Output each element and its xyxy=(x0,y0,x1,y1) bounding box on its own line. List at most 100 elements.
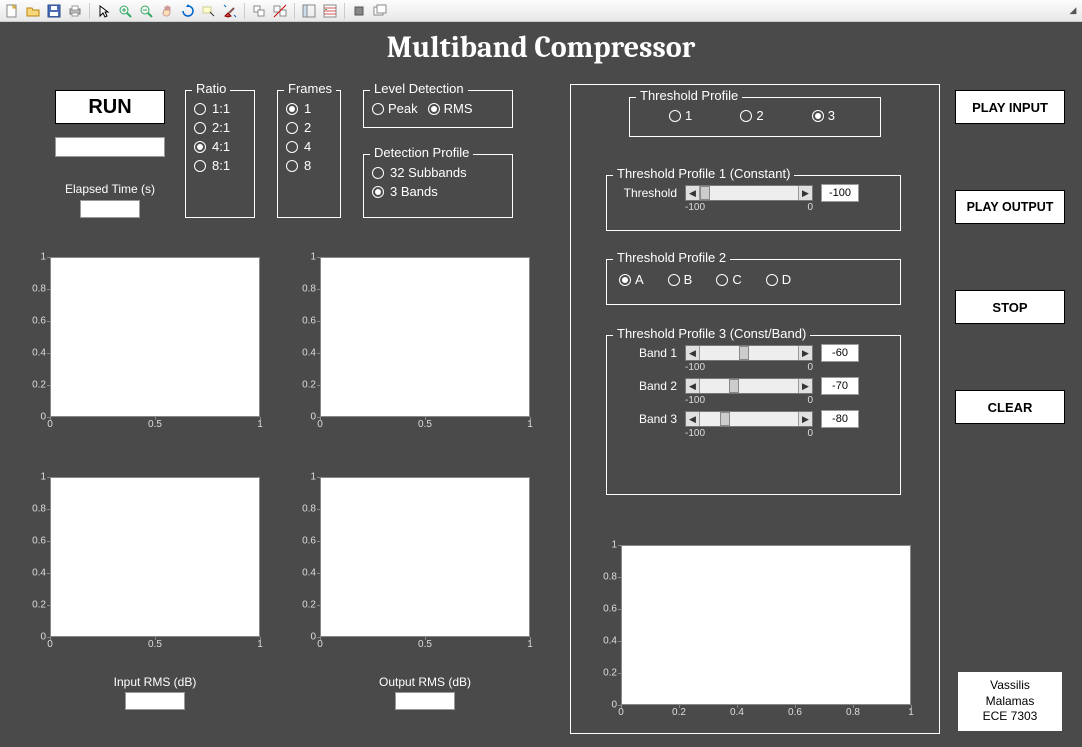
xtick-label: 0.4 xyxy=(730,707,744,718)
tp1-threshold-value[interactable]: -100 xyxy=(821,184,859,202)
ytick-label: 0 xyxy=(40,412,46,423)
chart-4: 00.20.40.60.8100.51 xyxy=(320,477,530,637)
threshold-profile-select-radio-3[interactable] xyxy=(812,110,824,122)
level-detection-radio-label: Peak xyxy=(388,101,418,116)
plot-area xyxy=(50,477,260,637)
toolbar-separator xyxy=(294,3,295,19)
zoom-in-icon[interactable] xyxy=(115,2,135,20)
brush-icon[interactable] xyxy=(220,2,240,20)
ytick-label: 0.6 xyxy=(302,316,316,327)
clear-button[interactable]: CLEAR xyxy=(955,390,1065,424)
layout-icon[interactable] xyxy=(320,2,340,20)
level-detection-legend: Level Detection xyxy=(370,81,468,96)
dock-icon[interactable] xyxy=(299,2,319,20)
threshold-profile-1-group: Threshold Profile 1 (Constant) Threshold… xyxy=(606,175,901,231)
ratio-radio-label: 4:1 xyxy=(212,139,230,154)
tp3-band2-slider[interactable]: ◀▶ xyxy=(685,378,813,394)
frames-radio-8[interactable] xyxy=(286,160,298,172)
ratio-radio-11[interactable] xyxy=(194,103,206,115)
play-output-button[interactable]: PLAY OUTPUT xyxy=(955,190,1065,224)
page-title: Multiband Compressor xyxy=(0,30,1082,65)
new-file-icon[interactable] xyxy=(2,2,22,20)
tp3-band2-decrement[interactable]: ◀ xyxy=(686,379,700,393)
play-input-button[interactable]: PLAY INPUT xyxy=(955,90,1065,124)
toolbar-overflow-icon[interactable]: ◢ xyxy=(1066,4,1080,18)
chart-right: 00.20.40.60.8100.20.40.60.81 xyxy=(621,545,911,705)
ytick-label: 0.4 xyxy=(32,568,46,579)
tp2-radio-c[interactable] xyxy=(716,274,728,286)
link-icon[interactable] xyxy=(249,2,269,20)
threshold-profile-select-radio-label: 3 xyxy=(828,108,835,123)
tp1-legend: Threshold Profile 1 (Constant) xyxy=(613,166,794,181)
tp3-band2-value[interactable]: -70 xyxy=(821,377,859,395)
level-detection-radio-label: RMS xyxy=(444,101,473,116)
level-detection-group: Level Detection PeakRMS xyxy=(363,90,513,128)
ytick-label: 1 xyxy=(40,252,46,263)
xtick-label: 1 xyxy=(257,639,263,650)
run-button[interactable]: RUN xyxy=(55,90,165,124)
toolbar: ◢ xyxy=(0,0,1082,22)
tp3-band2-increment[interactable]: ▶ xyxy=(798,379,812,393)
tp2-legend: Threshold Profile 2 xyxy=(613,250,730,265)
ratio-radio-label: 2:1 xyxy=(212,120,230,135)
ytick-label: 0.8 xyxy=(302,504,316,515)
stop-button[interactable]: STOP xyxy=(955,290,1065,324)
print-icon[interactable] xyxy=(65,2,85,20)
ytick-label: 0 xyxy=(310,632,316,643)
tp1-threshold-decrement[interactable]: ◀ xyxy=(686,186,700,200)
xtick-label: 0.5 xyxy=(418,419,432,430)
frames-radio-2[interactable] xyxy=(286,122,298,134)
ratio-radio-81[interactable] xyxy=(194,160,206,172)
frames-radio-label: 8 xyxy=(304,158,311,173)
tp3-band3-value[interactable]: -80 xyxy=(821,410,859,428)
tp1-threshold-increment[interactable]: ▶ xyxy=(798,186,812,200)
frames-radio-label: 2 xyxy=(304,120,311,135)
tp3-band1-slider[interactable]: ◀▶ xyxy=(685,345,813,361)
frames-radio-label: 4 xyxy=(304,139,311,154)
tp3-band3-decrement[interactable]: ◀ xyxy=(686,412,700,426)
threshold-profile-select-radio-2[interactable] xyxy=(740,110,752,122)
window-stack-icon[interactable] xyxy=(370,2,390,20)
tp3-band1-increment[interactable]: ▶ xyxy=(798,346,812,360)
ratio-radio-label: 8:1 xyxy=(212,158,230,173)
frames-radio-1[interactable] xyxy=(286,103,298,115)
tp3-band1-thumb[interactable] xyxy=(739,346,749,360)
level-detection-radio-peak[interactable] xyxy=(372,103,384,115)
tp1-threshold-thumb[interactable] xyxy=(700,186,710,200)
ytick-label: 0.4 xyxy=(302,568,316,579)
open-icon[interactable] xyxy=(23,2,43,20)
ytick-label: 0.6 xyxy=(32,316,46,327)
data-cursor-icon[interactable] xyxy=(199,2,219,20)
input-rms-value xyxy=(125,692,185,710)
tp3-band1-value[interactable]: -60 xyxy=(821,344,859,362)
detection-profile-radio-32subbands[interactable] xyxy=(372,167,384,179)
ratio-radio-21[interactable] xyxy=(194,122,206,134)
tp3-band1-decrement[interactable]: ◀ xyxy=(686,346,700,360)
tp3-band3-thumb[interactable] xyxy=(720,412,730,426)
pointer-icon[interactable] xyxy=(94,2,114,20)
tp3-band2-label: Band 2 xyxy=(615,379,677,393)
ratio-radio-41[interactable] xyxy=(194,141,206,153)
unlink-icon[interactable] xyxy=(270,2,290,20)
save-icon[interactable] xyxy=(44,2,64,20)
tp2-radio-d[interactable] xyxy=(766,274,778,286)
output-rms-value xyxy=(395,692,455,710)
tp2-radio-b[interactable] xyxy=(668,274,680,286)
level-detection-radio-rms[interactable] xyxy=(428,103,440,115)
author-line1: Vassilis xyxy=(968,678,1052,694)
tp2-radio-a[interactable] xyxy=(619,274,631,286)
xtick-label: 0 xyxy=(618,707,624,718)
tp3-band3-slider[interactable]: ◀▶ xyxy=(685,411,813,427)
ytick-label: 0.6 xyxy=(302,536,316,547)
tp1-threshold-slider[interactable]: ◀▶ xyxy=(685,185,813,201)
zoom-out-icon[interactable] xyxy=(136,2,156,20)
ytick-label: 0 xyxy=(611,700,617,711)
pan-icon[interactable] xyxy=(157,2,177,20)
stop-rec-icon[interactable] xyxy=(349,2,369,20)
detection-profile-radio-3bands[interactable] xyxy=(372,186,384,198)
rotate-icon[interactable] xyxy=(178,2,198,20)
tp3-band2-thumb[interactable] xyxy=(729,379,739,393)
frames-radio-4[interactable] xyxy=(286,141,298,153)
threshold-profile-select-radio-1[interactable] xyxy=(669,110,681,122)
tp3-band3-increment[interactable]: ▶ xyxy=(798,412,812,426)
